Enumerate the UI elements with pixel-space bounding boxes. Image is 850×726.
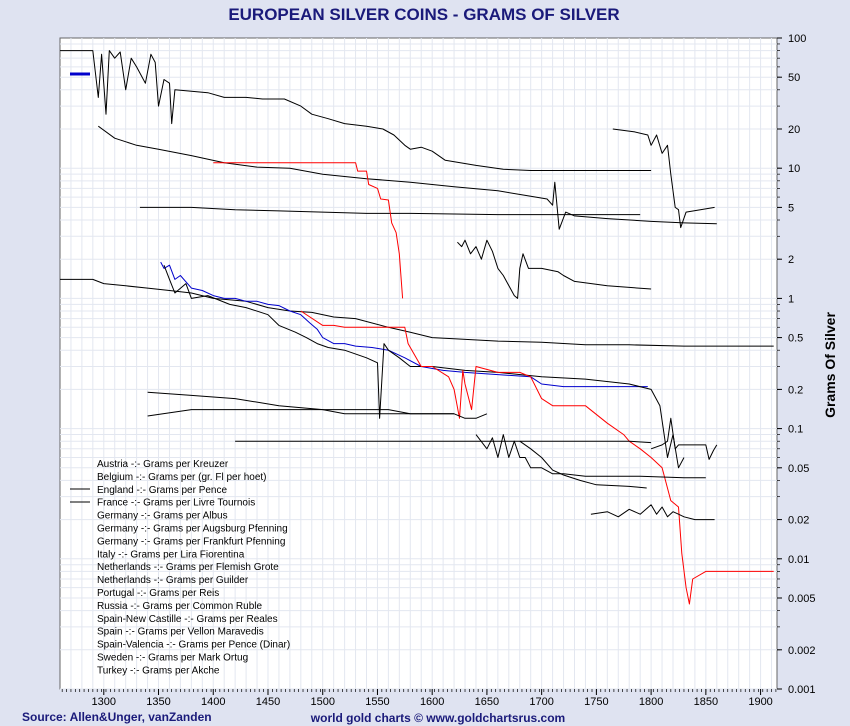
series-line-6: [457, 239, 652, 299]
legend-entry: Spain-Valencia -:- Grams per Pence (Dina…: [97, 640, 290, 651]
y-tick-label: 100: [788, 33, 806, 45]
series-line-2: [98, 125, 717, 230]
series-line-15: [519, 440, 647, 489]
series-layer: [60, 50, 774, 605]
legend-entry: Spain-New Castille -:- Grams per Reales: [97, 614, 278, 625]
source-note: Source: Allen&Unger, vanZanden: [22, 710, 212, 724]
series-line-8: [160, 261, 648, 388]
series-line-1: [60, 50, 652, 171]
y-tick-label: 2: [788, 254, 794, 266]
series-line-13: [475, 434, 706, 479]
series-line-16: [650, 417, 718, 460]
legend: Austria -:- Grams per Kreuzer Belgium -:-…: [70, 72, 290, 676]
y-tick-label: 10: [788, 163, 800, 175]
y-tick-label: 0.002: [788, 645, 816, 657]
x-tick-label: 1600: [420, 696, 444, 708]
plot-area: [59, 37, 778, 690]
x-tick-label: 1550: [365, 696, 389, 708]
x-tick-label: 1450: [256, 696, 280, 708]
y-tick-label: 20: [788, 124, 800, 136]
legend-entry: Austria -:- Grams per Kreuzer: [97, 459, 229, 470]
y-tick-label: 5: [788, 202, 794, 214]
chart-title: EUROPEAN SILVER COINS - GRAMS OF SILVER: [228, 5, 619, 24]
series-line-12: [147, 409, 455, 417]
legend-entry: Germany -:- Grams per Augsburg Pfenning: [97, 524, 288, 535]
y-tick-label: 0.1: [788, 424, 803, 436]
series-line-4: [612, 128, 715, 229]
legend-entry: Belgium -:- Grams per (gr. Fl per hoet): [97, 472, 267, 483]
y-tick-label: 0.02: [788, 515, 809, 527]
y-tick-label: 0.2: [788, 384, 803, 396]
legend-entry: Italy -:- Grams per Lira Fiorentina: [97, 549, 245, 560]
x-tick-label: 1500: [310, 696, 334, 708]
legend-entry: Germany -:- Grams per Frankfurt Pfenning: [97, 536, 285, 547]
credit-note: world gold charts © www.goldchartsrus.co…: [310, 711, 565, 725]
legend-entry: Netherlands -:- Grams per Guilder: [97, 575, 249, 586]
x-tick-label: 1900: [748, 696, 772, 708]
legend-entry: Netherlands -:- Grams per Flemish Grote: [97, 562, 279, 573]
legend-entry: Portugal -:- Grams per Reis: [97, 588, 219, 599]
y-tick-label: 0.5: [788, 333, 803, 345]
axes: 1300 1350 1400 1450 1500 1550 1600 1650 1700 1750…: [61, 33, 816, 708]
y-axis-label: Grams Of Silver: [822, 312, 838, 418]
legend-entry: Russia -:- Grams per Common Ruble: [97, 601, 262, 612]
y-tick-label: 0.01: [788, 554, 809, 566]
legend-entry: England -:- Grams per Pence: [97, 485, 227, 496]
series-line-10: [300, 310, 774, 605]
x-tick-label: 1650: [475, 696, 499, 708]
y-tick-label: 0.005: [788, 593, 816, 605]
x-tick-label: 1350: [146, 696, 170, 708]
legend-entry: Sweden -:- Grams per Mark Ortug: [97, 653, 248, 664]
series-line-17: [590, 504, 715, 521]
series-line-7: [60, 278, 774, 347]
x-tick-label: 1750: [584, 696, 608, 708]
legend-entry: France -:- Grams per Livre Tournois: [97, 498, 255, 509]
legend-entry: Spain -:- Grams per Vellon Maravedis: [97, 627, 264, 638]
x-tick-label: 1850: [694, 696, 718, 708]
series-line-5: [213, 162, 404, 299]
x-tick-label: 1400: [201, 696, 225, 708]
legend-entry: Turkey -:- Grams per Akche: [97, 665, 220, 676]
title-bar: [1, 1, 847, 27]
x-tick-label: 1300: [92, 696, 116, 708]
series-line-3: [139, 206, 641, 216]
x-tick-label: 1800: [639, 696, 663, 708]
series-line-14: [235, 440, 652, 444]
y-tick-label: 0.05: [788, 463, 809, 475]
grid: [60, 38, 777, 690]
y-tick-label: 1: [788, 293, 794, 305]
series-line-11: [147, 391, 488, 419]
y-tick-label: 50: [788, 72, 800, 84]
series-line-9: [163, 265, 685, 469]
y-tick-label: 0.001: [788, 684, 816, 696]
x-tick-label: 1700: [529, 696, 553, 708]
legend-entry: Germany -:- Grams per Albus: [97, 511, 228, 522]
